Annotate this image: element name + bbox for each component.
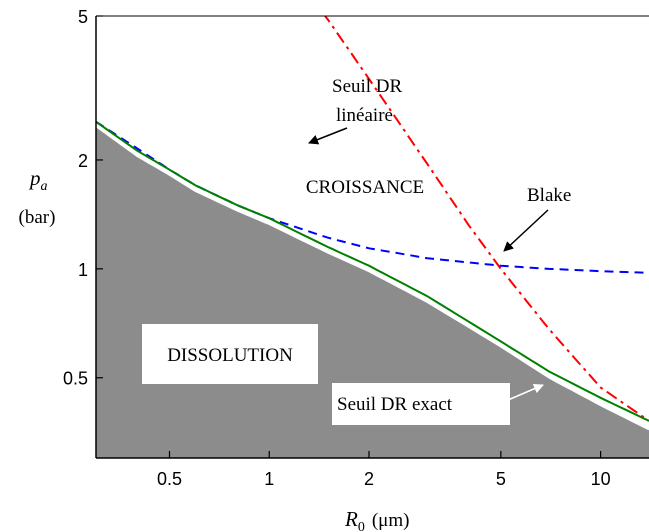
y-axis-label: pa (bar) xyxy=(19,166,56,228)
y-axis-label-unit: (bar) xyxy=(19,207,56,228)
x-tick-label: 0.5 xyxy=(157,469,182,489)
x-tick-label: 2 xyxy=(364,469,374,489)
x-tick-label: 10 xyxy=(591,469,611,489)
svg-text:R0(μm): R0 (μm) xyxy=(344,507,409,532)
x-axis-label-sub: 0 xyxy=(358,520,365,532)
y-axis-label-main: p xyxy=(28,166,41,190)
annotation-seuil-lineaire-arrow xyxy=(308,127,348,145)
annotation-seuil-exact-arrow xyxy=(507,383,544,401)
x-tick-label: 5 xyxy=(496,469,506,489)
series-line-blake xyxy=(96,120,649,274)
svg-text:pa: pa xyxy=(28,166,48,194)
annotation-seuil-exact: Seuil DR exact xyxy=(337,394,453,415)
annotation-seuil-lineaire-line2: linéaire xyxy=(336,105,393,126)
annotation-exact-box xyxy=(332,383,510,425)
annotation-seuil-lineaire-line1: Seuil DR xyxy=(332,76,403,97)
x-axis-label-main: R xyxy=(344,507,358,531)
x-axis-label: R0 (μm) xyxy=(344,507,409,532)
croissance-label: CROISSANCE xyxy=(306,177,424,198)
annotation-blake-arrow xyxy=(503,209,549,252)
y-tick-label: 5 xyxy=(78,7,88,27)
y-axis-label-sub: a xyxy=(41,179,48,194)
x-tick-label: 1 xyxy=(264,469,274,489)
y-tick-label: 1 xyxy=(78,260,88,280)
annotation-blake: Blake xyxy=(527,185,571,206)
region-boundary-line xyxy=(96,125,649,431)
y-tick-label: 0.5 xyxy=(63,369,88,389)
series-line-seuil-dr-lineaire xyxy=(323,16,649,422)
x-axis-label-unit: (μm) xyxy=(372,510,410,531)
y-tick-label: 2 xyxy=(78,151,88,171)
dissolution-label-box xyxy=(142,324,318,384)
dissolution-label: DISSOLUTION xyxy=(167,345,293,366)
series-line-seuil-dr-exact xyxy=(96,120,649,422)
